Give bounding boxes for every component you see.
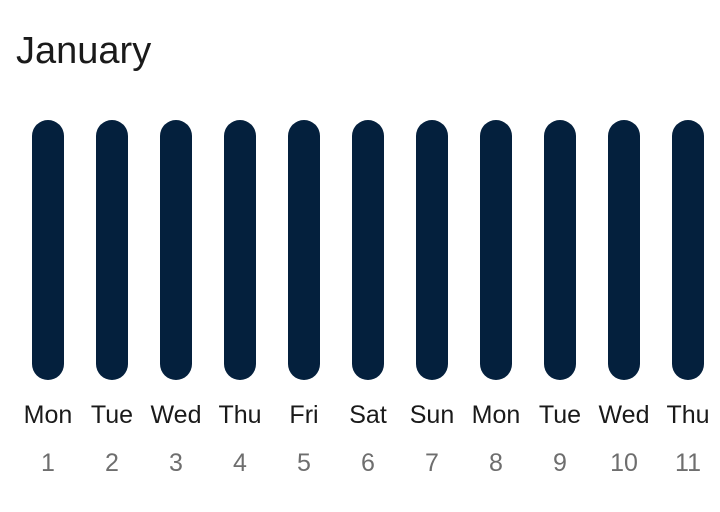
weekday-label: Tue	[90, 401, 134, 429]
weekday-label: Sun	[409, 401, 455, 429]
day-column[interactable]: Mon 8	[464, 118, 528, 488]
day-bar[interactable]	[352, 120, 384, 380]
date-label: 2	[105, 449, 119, 477]
day-column[interactable]: Sun 7	[400, 118, 464, 488]
weekday-label: Wed	[150, 401, 202, 429]
day-bar[interactable]	[544, 120, 576, 380]
day-bar[interactable]	[480, 120, 512, 380]
day-strip[interactable]: Mon 1 Tue 2 Wed 3 Thu 4 Fri 5 Sat 6	[16, 118, 720, 488]
weekday-label: Thu	[666, 401, 710, 429]
date-label: 8	[489, 449, 503, 477]
date-label: 3	[169, 449, 183, 477]
weekday-label: Wed	[598, 401, 650, 429]
day-column[interactable]: Thu 11	[656, 118, 720, 488]
date-label: 4	[233, 449, 247, 477]
weekday-label: Mon	[23, 401, 73, 429]
day-column[interactable]: Wed 10	[592, 118, 656, 488]
day-bar[interactable]	[416, 120, 448, 380]
day-column[interactable]: Fri 5	[272, 118, 336, 488]
date-label: 10	[610, 449, 638, 477]
day-bar[interactable]	[224, 120, 256, 380]
day-column[interactable]: Mon 1	[16, 118, 80, 488]
month-title: January	[16, 30, 152, 72]
weekday-label: Sat	[349, 401, 387, 429]
day-column[interactable]: Sat 6	[336, 118, 400, 488]
weekday-label: Thu	[218, 401, 262, 429]
date-label: 6	[361, 449, 375, 477]
date-label: 9	[553, 449, 567, 477]
day-bar[interactable]	[32, 120, 64, 380]
day-column[interactable]: Tue 2	[80, 118, 144, 488]
day-bar[interactable]	[288, 120, 320, 380]
date-label: 1	[41, 449, 55, 477]
weekday-label: Tue	[538, 401, 582, 429]
day-bar[interactable]	[608, 120, 640, 380]
date-label: 7	[425, 449, 439, 477]
day-column[interactable]: Thu 4	[208, 118, 272, 488]
date-label: 5	[297, 449, 311, 477]
date-label: 11	[675, 449, 701, 477]
day-column[interactable]: Tue 9	[528, 118, 592, 488]
day-bar[interactable]	[672, 120, 704, 380]
day-bar[interactable]	[96, 120, 128, 380]
day-bar[interactable]	[160, 120, 192, 380]
day-column[interactable]: Wed 3	[144, 118, 208, 488]
weekday-label: Mon	[471, 401, 521, 429]
weekday-label: Fri	[289, 401, 319, 429]
